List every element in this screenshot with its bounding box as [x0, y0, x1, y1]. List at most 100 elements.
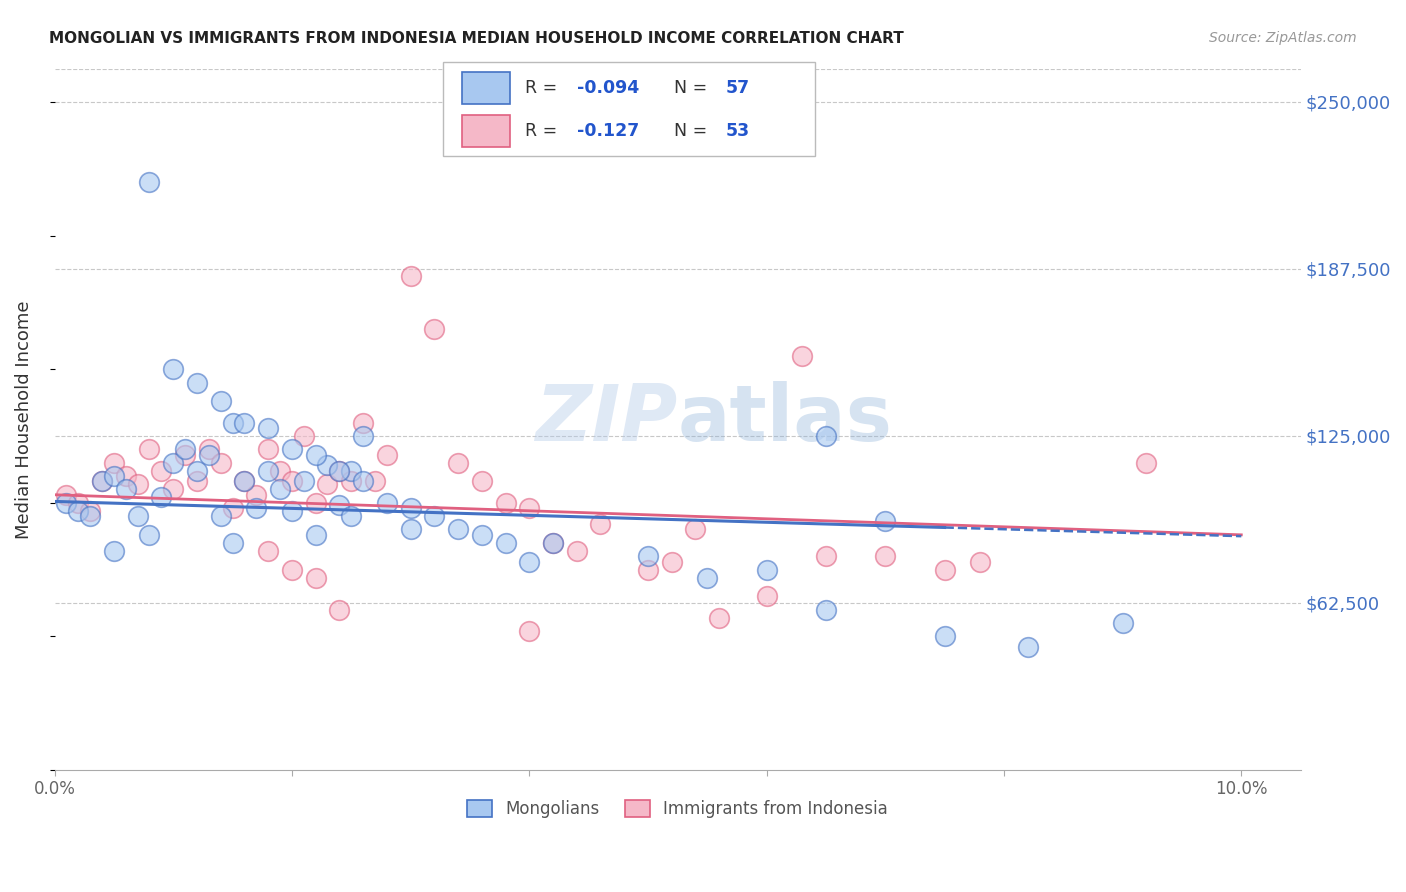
Point [269, 483, 291, 497]
Point [103, 469, 125, 483]
Point [209, 456, 232, 470]
Point [316, 477, 339, 491]
Point [1135, 456, 1157, 470]
Point [91, 475, 114, 489]
Point [399, 523, 422, 537]
Point [292, 429, 315, 443]
Point [257, 421, 280, 435]
Point [67, 504, 90, 518]
Point [114, 483, 136, 497]
Point [257, 544, 280, 558]
Point [91, 475, 114, 489]
Point [328, 602, 350, 616]
Point [257, 464, 280, 478]
Point [423, 509, 446, 524]
Point [257, 442, 280, 457]
Point [233, 475, 256, 489]
Text: 57: 57 [725, 78, 751, 96]
Point [875, 549, 897, 564]
Point [162, 456, 184, 470]
Y-axis label: Median Household Income: Median Household Income [15, 300, 32, 539]
Point [186, 475, 208, 489]
Point [352, 416, 374, 430]
Text: -0.094: -0.094 [576, 78, 640, 96]
Point [127, 509, 149, 524]
Point [198, 448, 221, 462]
Point [186, 376, 208, 390]
Point [162, 362, 184, 376]
Point [281, 563, 304, 577]
Point [55, 496, 77, 510]
Point [814, 429, 837, 443]
Point [375, 448, 398, 462]
Point [150, 464, 173, 478]
Text: R =: R = [524, 78, 562, 96]
FancyBboxPatch shape [461, 72, 510, 103]
Point [707, 610, 730, 624]
Point [245, 501, 267, 516]
Point [447, 523, 470, 537]
Point [304, 528, 326, 542]
Point [316, 458, 339, 473]
Point [67, 496, 90, 510]
Point [637, 563, 659, 577]
Point [103, 544, 125, 558]
Point [79, 504, 101, 518]
Point [340, 464, 363, 478]
Point [814, 549, 837, 564]
Point [637, 549, 659, 564]
Point [792, 349, 814, 363]
Point [934, 563, 956, 577]
Point [364, 475, 387, 489]
Point [541, 536, 564, 550]
Point [517, 624, 540, 638]
Point [304, 448, 326, 462]
Point [281, 504, 304, 518]
Text: ZIP: ZIP [536, 381, 678, 458]
Point [352, 475, 374, 489]
Point [685, 523, 707, 537]
Point [221, 501, 243, 516]
Point [281, 442, 304, 457]
FancyBboxPatch shape [443, 62, 815, 156]
Point [875, 515, 897, 529]
Point [495, 496, 517, 510]
Point [375, 496, 398, 510]
Point [221, 416, 243, 430]
Point [696, 571, 718, 585]
Point [79, 509, 101, 524]
Point [304, 571, 326, 585]
Point [934, 629, 956, 643]
Text: N =: N = [673, 78, 713, 96]
Point [755, 589, 778, 603]
Text: N =: N = [673, 122, 713, 140]
Point [352, 429, 374, 443]
Text: MONGOLIAN VS IMMIGRANTS FROM INDONESIA MEDIAN HOUSEHOLD INCOME CORRELATION CHART: MONGOLIAN VS IMMIGRANTS FROM INDONESIA M… [49, 31, 904, 46]
Point [198, 442, 221, 457]
Point [541, 536, 564, 550]
Point [340, 509, 363, 524]
Point [233, 475, 256, 489]
Point [138, 528, 160, 542]
Point [495, 536, 517, 550]
Point [150, 491, 173, 505]
Point [471, 475, 494, 489]
Point [517, 555, 540, 569]
Point [233, 416, 256, 430]
Point [186, 464, 208, 478]
Point [423, 322, 446, 336]
Point [328, 499, 350, 513]
Point [281, 475, 304, 489]
Point [517, 501, 540, 516]
Point [661, 555, 683, 569]
Point [969, 555, 991, 569]
Text: Source: ZipAtlas.com: Source: ZipAtlas.com [1209, 31, 1357, 45]
Point [1017, 640, 1039, 654]
Point [245, 488, 267, 502]
Point [221, 536, 243, 550]
FancyBboxPatch shape [461, 115, 510, 147]
Point [447, 456, 470, 470]
Point [755, 563, 778, 577]
Point [114, 469, 136, 483]
Text: R =: R = [524, 122, 568, 140]
